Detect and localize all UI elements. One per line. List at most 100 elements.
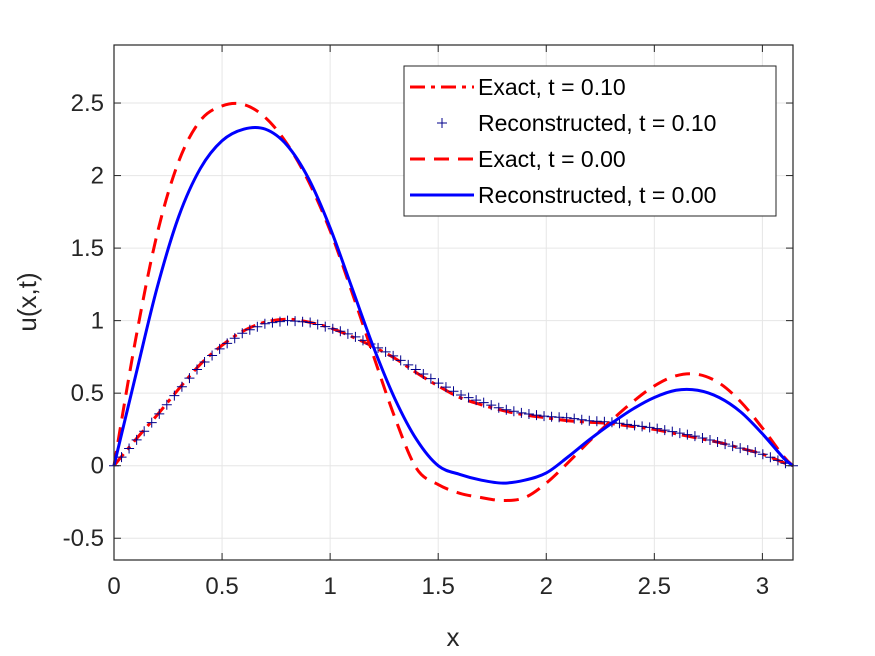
marker-point bbox=[252, 321, 263, 332]
legend-label: Reconstructed, t = 0.00 bbox=[478, 182, 716, 208]
marker-point bbox=[667, 426, 678, 437]
marker-point bbox=[139, 426, 150, 437]
x-axis-label: x bbox=[447, 622, 460, 652]
marker-point bbox=[176, 381, 187, 392]
marker-point bbox=[516, 407, 527, 418]
marker-point bbox=[471, 395, 482, 406]
marker-point bbox=[772, 455, 783, 466]
series-line-exact-t-0-10 bbox=[112, 317, 794, 468]
marker-point bbox=[342, 328, 353, 339]
marker-point bbox=[191, 364, 202, 375]
axes-box bbox=[113, 44, 794, 561]
marker-point bbox=[554, 412, 565, 423]
legend: Exact, t = 0.10 Reconstructed, t = 0.10 Ex… bbox=[403, 65, 777, 217]
marker-point bbox=[425, 373, 436, 384]
marker-point bbox=[689, 431, 700, 442]
marker-point bbox=[290, 316, 301, 327]
marker-point bbox=[584, 415, 595, 426]
marker-point bbox=[403, 359, 414, 370]
y-tick-label: 0.5 bbox=[71, 380, 104, 407]
marker-point bbox=[433, 378, 444, 389]
marker-point bbox=[380, 346, 391, 357]
marker-point bbox=[614, 418, 625, 429]
marker-point bbox=[395, 355, 406, 366]
marker-point bbox=[546, 411, 557, 422]
marker-point bbox=[259, 318, 270, 329]
marker-point bbox=[659, 425, 670, 436]
x-tick-label: 3 bbox=[756, 573, 769, 600]
marker-point bbox=[531, 410, 542, 421]
marker-point bbox=[350, 331, 361, 342]
marker-point bbox=[244, 324, 255, 335]
marker-point bbox=[388, 350, 399, 361]
marker-point bbox=[539, 411, 550, 422]
y-axis-label: u(x,t) bbox=[12, 272, 42, 331]
legend-label: Exact, t = 0.10 bbox=[478, 74, 626, 100]
x-tick-label: 0.5 bbox=[205, 573, 238, 600]
y-tick-label: 1.5 bbox=[71, 235, 104, 262]
legend-label: Reconstructed, t = 0.10 bbox=[478, 110, 716, 136]
marker-point bbox=[637, 421, 648, 432]
marker-point bbox=[124, 443, 135, 454]
marker-point bbox=[357, 335, 368, 346]
marker-point bbox=[410, 364, 421, 375]
marker-point bbox=[561, 412, 572, 423]
marker-point bbox=[508, 406, 519, 417]
y-tick-label: 0 bbox=[91, 453, 104, 480]
marker-point bbox=[312, 319, 323, 330]
marker-point bbox=[576, 414, 587, 425]
y-tick-label: -0.5 bbox=[63, 525, 104, 552]
marker-point bbox=[750, 447, 761, 458]
marker-point bbox=[463, 392, 474, 403]
marker-point bbox=[184, 373, 195, 384]
x-tick-label: 0 bbox=[107, 573, 120, 600]
tick-labels: 0 0.5 1 1.5 2 2.5 3-0.500.511.522.5 bbox=[63, 90, 769, 600]
marker-point bbox=[727, 441, 738, 452]
marker-point bbox=[448, 386, 459, 397]
marker-point bbox=[456, 390, 467, 401]
marker-point bbox=[493, 402, 504, 413]
marker-point bbox=[765, 452, 776, 463]
x-tick-label: 1.5 bbox=[422, 573, 455, 600]
marker-point bbox=[720, 439, 731, 450]
marker-point bbox=[207, 350, 218, 361]
marker-point bbox=[297, 316, 308, 327]
marker-point bbox=[705, 435, 716, 446]
marker-point bbox=[523, 409, 534, 420]
marker-point bbox=[622, 419, 633, 430]
x-tick-label: 1 bbox=[323, 573, 336, 600]
marker-point bbox=[486, 400, 497, 411]
marker-point bbox=[501, 404, 512, 415]
marker-point bbox=[644, 422, 655, 433]
marker-point bbox=[116, 452, 127, 463]
marker-point bbox=[169, 390, 180, 401]
y-tick-label: 1 bbox=[91, 308, 104, 335]
marker-point bbox=[199, 357, 210, 368]
marker-point bbox=[591, 416, 602, 427]
marker-point bbox=[305, 317, 316, 328]
legend-marker bbox=[437, 118, 447, 128]
marker-point bbox=[418, 369, 429, 380]
marker-point bbox=[237, 328, 248, 339]
marker-point bbox=[629, 420, 640, 431]
marker-point bbox=[478, 397, 489, 408]
y-tick-label: 2.5 bbox=[71, 90, 104, 117]
marker-point bbox=[274, 316, 285, 327]
marker-point bbox=[697, 433, 708, 444]
marker-point bbox=[222, 338, 233, 349]
marker-point bbox=[757, 449, 768, 460]
marker-point bbox=[712, 437, 723, 448]
marker-point bbox=[327, 323, 338, 334]
marker-point bbox=[214, 343, 225, 354]
series-line-exact-t-0-00 bbox=[112, 101, 795, 503]
ticks bbox=[113, 45, 793, 560]
y-tick-label: 2 bbox=[91, 163, 104, 190]
legend-box bbox=[403, 65, 777, 217]
x-tick-label: 2 bbox=[540, 573, 553, 600]
marker-point bbox=[320, 321, 331, 332]
marker-point bbox=[682, 429, 693, 440]
marker-point bbox=[267, 317, 278, 328]
marker-point bbox=[440, 382, 451, 393]
legend-label: Exact, t = 0.00 bbox=[478, 146, 626, 172]
